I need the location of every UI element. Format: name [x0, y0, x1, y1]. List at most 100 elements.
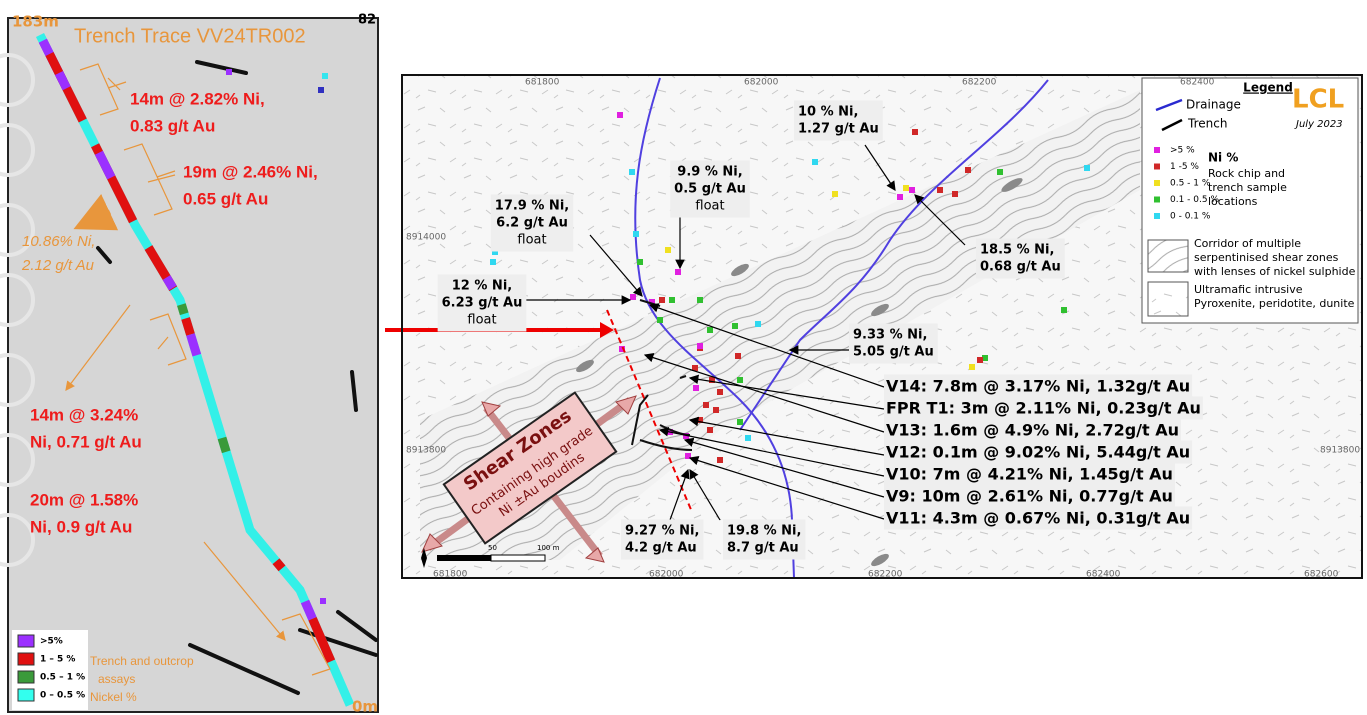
sample	[226, 69, 232, 75]
trench-assay	[177, 303, 189, 316]
label-box	[884, 506, 1193, 530]
sample-annotation: 9.33 % Ni,	[853, 328, 927, 343]
vein-label: V13: 1.6m @ 4.9% Ni, 2.72g/t Au	[886, 421, 1179, 440]
sample	[812, 159, 818, 165]
sample	[713, 407, 719, 413]
coord-label: 8913800	[406, 446, 446, 456]
coord-label: 8913800	[1320, 446, 1360, 456]
legend-swatch	[1154, 196, 1160, 203]
legend-swatch	[17, 688, 35, 702]
sample	[649, 299, 655, 305]
leader-line	[864, 144, 896, 191]
sample	[685, 453, 691, 459]
legend-label: 0.1 - 0.5 %	[1170, 195, 1219, 205]
assay-annotation: 19m @ 2.46% Ni,	[183, 162, 318, 181]
trench-assay	[300, 599, 317, 621]
sample	[937, 187, 943, 193]
label-box	[884, 440, 1193, 464]
trench-assay	[162, 275, 177, 291]
sample	[697, 417, 703, 423]
scale-label: 100 m	[537, 544, 560, 552]
legend-swatch	[17, 670, 35, 684]
legend-swatch	[1154, 180, 1160, 186]
legend-caption: trench sample	[1208, 181, 1287, 194]
legend-label: Drainage	[1186, 98, 1241, 112]
vein-label: V11: 4.3m @ 0.67% Ni, 0.31g/t Au	[886, 509, 1190, 528]
scale-label: 50	[488, 544, 497, 552]
sample	[982, 355, 988, 361]
legend-caption: Rock chip and	[1208, 167, 1285, 180]
coord-label: 682200	[868, 570, 903, 580]
sample	[737, 377, 743, 383]
legend-label: 1 -5 %	[1170, 162, 1199, 172]
map-frame	[401, 74, 1363, 579]
trench-assay	[186, 333, 202, 357]
sample	[732, 323, 738, 329]
sample-annotation: 12 % Ni,	[452, 279, 512, 294]
left-panel	[7, 17, 379, 713]
assay-annotation: 14m @ 2.82% Ni,	[130, 89, 265, 108]
leader-line	[689, 468, 721, 521]
faint-circles	[0, 53, 35, 567]
leader-line	[643, 353, 885, 433]
sample-annotation: 17.9 % Ni,	[495, 199, 569, 214]
sample	[675, 269, 681, 275]
logo: LCL	[1292, 85, 1344, 115]
sample	[717, 457, 723, 463]
sample	[717, 389, 723, 395]
assay-annotation: 0.83 g/t Au	[130, 116, 215, 135]
sample	[977, 357, 983, 363]
legend-swatch	[17, 634, 35, 648]
legend-label: 0 – 0.5 %	[40, 691, 85, 701]
label-box	[976, 238, 1065, 279]
float-annotation: 10.86% Ni,	[22, 233, 95, 250]
sample	[659, 297, 665, 303]
trench-assay	[308, 616, 336, 664]
legend-caption: locations	[1208, 195, 1258, 208]
annotation-group: 12 % Ni, 6.23 g/t Au float	[442, 279, 523, 328]
leader-line	[688, 374, 885, 410]
sample	[745, 435, 751, 441]
sample	[617, 112, 623, 118]
label-box	[794, 100, 883, 141]
coord-label: 682200	[962, 78, 997, 88]
legend-label: >5%	[40, 637, 63, 647]
label-box	[621, 519, 704, 560]
sample	[709, 377, 715, 383]
trench-assay	[54, 70, 71, 91]
legend-swatch	[17, 652, 35, 666]
sample-annotation: float	[695, 199, 724, 214]
sample	[1084, 165, 1090, 171]
sample-annotation: float	[517, 233, 546, 248]
trench-assay	[217, 436, 231, 454]
title: Trench Trace VV24TR002	[74, 25, 306, 47]
sample	[909, 187, 915, 193]
sample	[657, 317, 663, 323]
sample-annotation: float	[467, 313, 496, 328]
legend-drainage	[1155, 98, 1183, 112]
legend-label: 0.5 – 1 %	[40, 673, 85, 683]
assay-annotation: Ni, 0.9 g/t Au	[30, 517, 132, 536]
legend-label: >5 %	[1170, 146, 1195, 156]
legend-date: July 2023	[1294, 119, 1343, 130]
assay-annotation: 20m @ 1.58%	[30, 490, 138, 509]
annotation-group: 19.8 % Ni, 8.7 g/t Au	[727, 524, 801, 556]
sample	[683, 433, 689, 439]
leader-line	[683, 437, 885, 498]
legend-caption: Ultramafic intrusive	[1194, 283, 1303, 296]
sample	[320, 598, 326, 604]
label-box	[437, 274, 527, 332]
legend-label: 0.5 - 1 %	[1170, 179, 1211, 189]
coord-label: 682000	[649, 570, 684, 580]
legend-label: Trench	[1187, 117, 1227, 131]
legend-swatch	[1154, 213, 1160, 219]
sample	[322, 73, 328, 79]
legend-caption: Nickel %	[90, 690, 137, 704]
vein-label: V10: 7m @ 4.21% Ni, 1.45g/t Au	[886, 465, 1173, 484]
sample-annotation: 8.7 g/t Au	[727, 541, 799, 556]
vein-label: V14: 7.8m @ 3.17% Ni, 1.32g/t Au	[886, 377, 1190, 396]
leader-line	[688, 455, 885, 520]
sample-annotation: 5.05 g/t Au	[853, 345, 934, 360]
label-box	[884, 396, 1203, 420]
